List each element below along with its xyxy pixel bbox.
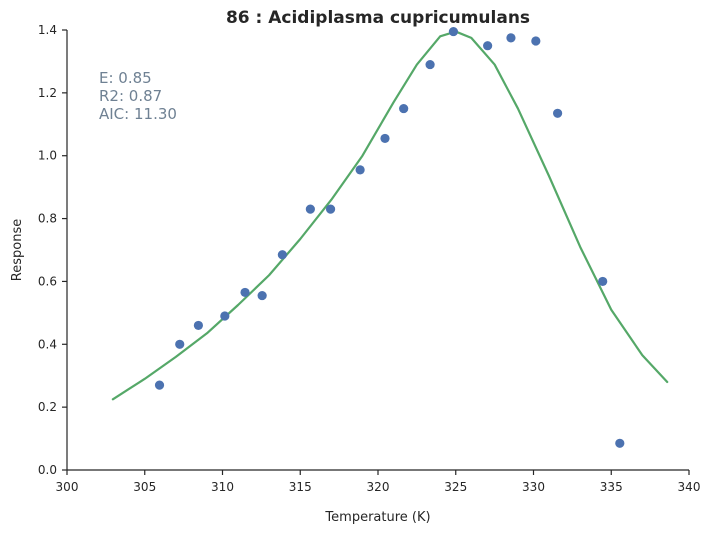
stat-aic: AIC: 11.30	[99, 105, 177, 123]
x-tick-label: 335	[600, 480, 623, 494]
y-tick-label: 0.6	[38, 274, 57, 288]
x-tick-label: 325	[444, 480, 467, 494]
data-point	[615, 438, 625, 448]
data-point	[448, 26, 459, 37]
data-point	[193, 320, 203, 331]
data-point	[175, 339, 185, 349]
data-point	[598, 276, 608, 287]
x-tick-label: 300	[56, 480, 79, 494]
y-tick-label: 0.2	[38, 400, 57, 414]
x-tick-label: 315	[289, 480, 312, 494]
data-point	[399, 103, 409, 114]
y-tick-label: 0.8	[38, 212, 57, 226]
data-point	[506, 33, 516, 43]
x-tick-label: 320	[367, 480, 390, 494]
y-axis-ticks: 0.0 0.2 0.4 0.6 0.8 1.0 1.2 1.4	[38, 23, 67, 477]
data-point	[425, 59, 435, 70]
fit-curve-layer	[111, 30, 669, 401]
chart-title: 86 : Acidiplasma cupricumulans	[226, 8, 530, 28]
stat-e: E: 0.85	[99, 69, 152, 87]
x-tick-label: 310	[211, 480, 234, 494]
data-point	[240, 287, 250, 298]
data-point	[220, 311, 230, 321]
data-point	[483, 41, 493, 51]
x-axis-label: Temperature (K)	[324, 510, 430, 525]
fit-statistics: E: 0.85 R2: 0.87 AIC: 11.30	[99, 69, 177, 123]
data-point	[355, 165, 365, 175]
y-tick-label: 0.4	[38, 337, 57, 351]
y-tick-label: 1.4	[38, 23, 57, 37]
x-tick-label: 330	[522, 480, 545, 494]
y-tick-label: 0.0	[38, 463, 57, 477]
data-point	[531, 36, 541, 46]
y-tick-label: 1.2	[38, 86, 57, 100]
data-point	[325, 204, 336, 214]
stat-r2: R2: 0.87	[99, 87, 162, 105]
x-tick-label: 340	[678, 480, 701, 494]
fit-curve	[111, 30, 669, 401]
y-tick-label: 1.0	[38, 149, 57, 163]
y-axis-label: Response	[10, 219, 25, 281]
data-point	[154, 380, 165, 390]
data-point	[380, 133, 390, 144]
x-axis-ticks: 300 305 310 315 320 325 330 335 340	[56, 470, 701, 494]
data-point	[277, 250, 287, 260]
data-point	[257, 290, 267, 301]
data-point	[553, 108, 563, 118]
data-points-layer	[154, 26, 625, 448]
data-point	[305, 204, 315, 214]
x-tick-label: 305	[133, 480, 156, 494]
